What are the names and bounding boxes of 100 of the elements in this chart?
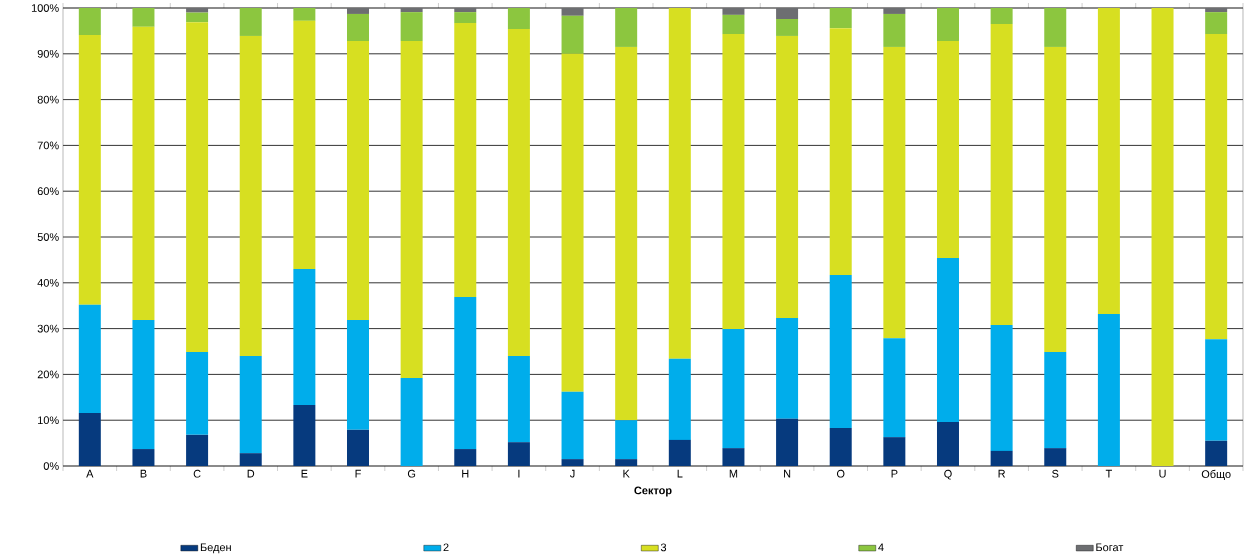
bar [936,258,959,423]
x-tick-label: D [247,469,255,478]
x-tick-label: P [891,469,898,478]
x-tick-label: Общо [1201,469,1231,481]
bar [668,440,691,467]
bar [186,434,209,467]
bar [936,8,959,42]
bar [776,418,799,467]
bar [561,391,584,460]
bar [561,8,584,16]
x-tick-label: G [407,469,416,478]
bar [239,453,262,467]
y-tick-label: 30% [37,324,59,333]
bar [1151,8,1174,467]
bar [186,22,209,353]
bar [78,304,101,413]
bar [293,269,316,406]
bar [561,15,584,54]
bar [776,19,799,37]
bar [293,8,316,21]
bar [615,459,638,467]
x-tick-label: J [569,469,575,478]
bar [347,429,369,467]
bar [990,24,1013,326]
x-tick-label: Q [944,469,952,480]
bar [347,14,369,42]
y-tick-label: 70% [37,141,59,150]
x-tick-label: A [86,469,94,478]
bar [400,8,423,13]
bar [454,12,477,24]
bar [78,413,101,467]
bar [615,8,638,48]
bar [883,338,906,438]
bar [722,448,745,467]
x-tick-label: H [462,469,469,478]
x-tick-label: L [677,469,683,478]
bar [1205,12,1228,35]
legend-label: Беден [200,543,231,554]
bar [293,405,316,467]
bar [990,451,1013,467]
x-axis-title: Сектор [634,486,672,497]
bar [507,8,530,30]
legend-label: Богат [1096,543,1124,552]
x-tick-label: E [301,469,308,478]
x-tick-label: B [140,469,147,478]
bar [186,352,209,435]
y-tick-label: 60% [37,187,59,196]
bar [776,8,799,20]
y-tick-label: 80% [37,95,59,104]
bar [1205,34,1228,340]
y-tick-label: 40% [37,279,59,287]
bar [1205,440,1228,467]
bar [829,28,852,276]
bar [347,320,369,430]
bar [347,41,369,321]
bar [1044,47,1067,353]
bar [239,8,262,37]
bar [400,378,423,467]
x-tick-label: I [518,469,520,478]
x-tick-label: S [1052,469,1059,478]
x-tick-label: C [193,469,201,478]
y-tick-label: 20% [37,370,59,379]
bar [668,8,691,359]
bar [615,420,638,460]
bar [829,275,852,429]
bar [883,14,906,48]
bar [400,41,423,379]
legend-label: 4 [878,543,884,552]
bar [1205,8,1228,13]
legend-label: 3 [660,543,667,552]
bar [829,428,852,467]
x-tick-label: N [784,469,791,478]
bar [186,12,209,23]
y-tick-label: 100% [31,4,59,13]
bar [883,8,906,15]
bar [400,12,423,42]
bar [1044,448,1067,467]
bar [132,8,155,27]
x-tick-label: K [623,469,630,478]
y-tick-label: 10% [38,416,59,425]
x-tick-label: O [836,469,845,478]
bar [883,437,906,467]
bar [239,36,262,357]
bar [776,36,799,319]
bar [1097,314,1120,467]
x-tick-label: M [729,469,738,478]
bar [347,8,369,15]
bar [1097,8,1120,315]
bar [990,8,1013,25]
bar [132,449,155,467]
bar [776,318,799,419]
bar [722,14,745,35]
x-tick-label: F [355,469,361,478]
bar [293,20,316,270]
bar [186,8,209,13]
bar [132,26,155,321]
y-tick-label: 50% [37,233,59,242]
bar [561,459,584,467]
bar [722,329,745,449]
bar [239,356,262,454]
